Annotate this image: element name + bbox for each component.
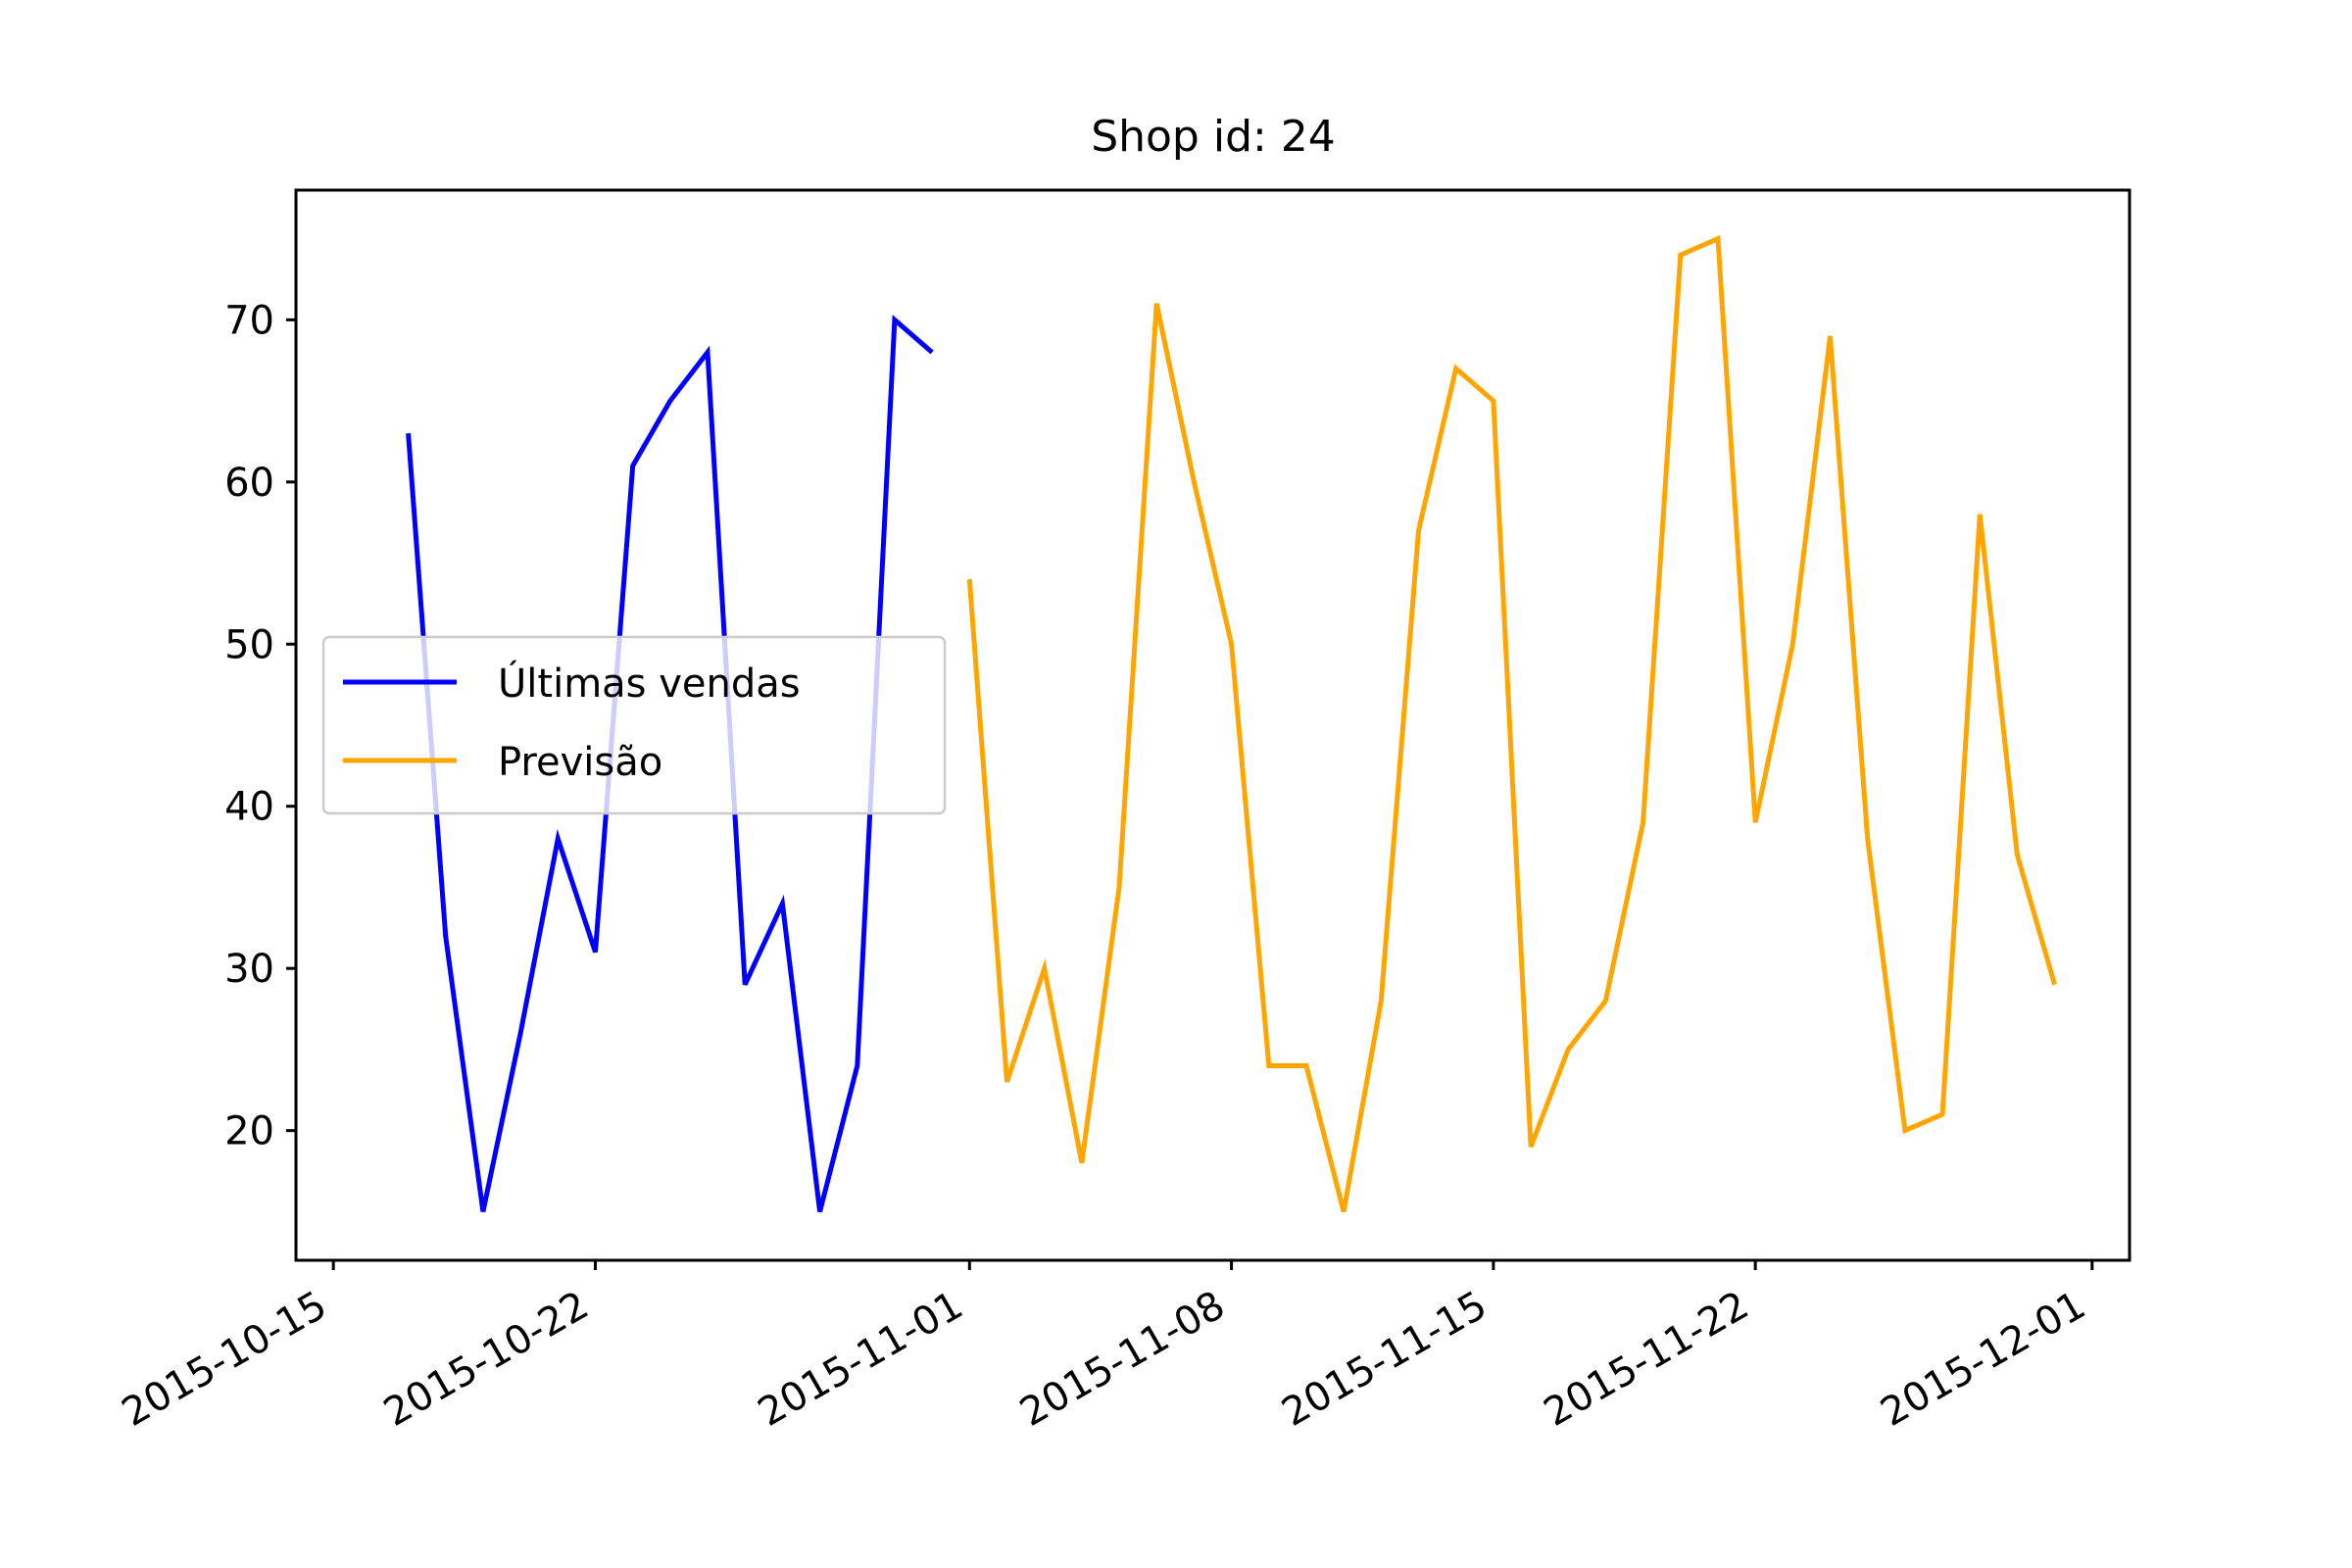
series-line-0 bbox=[406, 315, 934, 1213]
x-tick-label: 2015-10-22 bbox=[376, 1283, 596, 1436]
plot-lines bbox=[406, 234, 2058, 1213]
legend: Últimas vendas Previsão bbox=[321, 635, 947, 815]
y-tick-label: 40 bbox=[224, 785, 274, 830]
x-tick-label: 2015-11-08 bbox=[1012, 1283, 1232, 1436]
series-line-1 bbox=[966, 234, 2058, 1213]
x-tick-label: 2015-12-01 bbox=[1873, 1283, 2092, 1436]
x-tick-label: 2015-11-01 bbox=[751, 1283, 970, 1436]
legend-box bbox=[321, 635, 947, 815]
y-tick-label: 60 bbox=[224, 461, 274, 506]
y-tick-label: 70 bbox=[224, 298, 274, 343]
x-tick-label: 2015-11-15 bbox=[1275, 1283, 1494, 1436]
x-tick-label: 2015-10-15 bbox=[115, 1283, 334, 1436]
y-tick-label: 50 bbox=[224, 622, 274, 667]
y-axis: 20 30 40 50 60 70 bbox=[224, 298, 296, 1154]
chart-title: Shop id: 24 bbox=[1091, 112, 1336, 162]
x-axis: 2015-10-15 2015-10-22 2015-11-01 2015-11-08… bbox=[115, 1260, 2094, 1436]
legend-label-previsao: Previsão bbox=[498, 740, 662, 785]
y-tick-label: 30 bbox=[224, 947, 274, 992]
plot-frame bbox=[294, 188, 2132, 1262]
x-tick-label: 2015-11-22 bbox=[1537, 1283, 1756, 1436]
legend-label-ultimas-vendas: Últimas vendas bbox=[498, 660, 801, 707]
y-tick-label: 20 bbox=[224, 1109, 274, 1154]
